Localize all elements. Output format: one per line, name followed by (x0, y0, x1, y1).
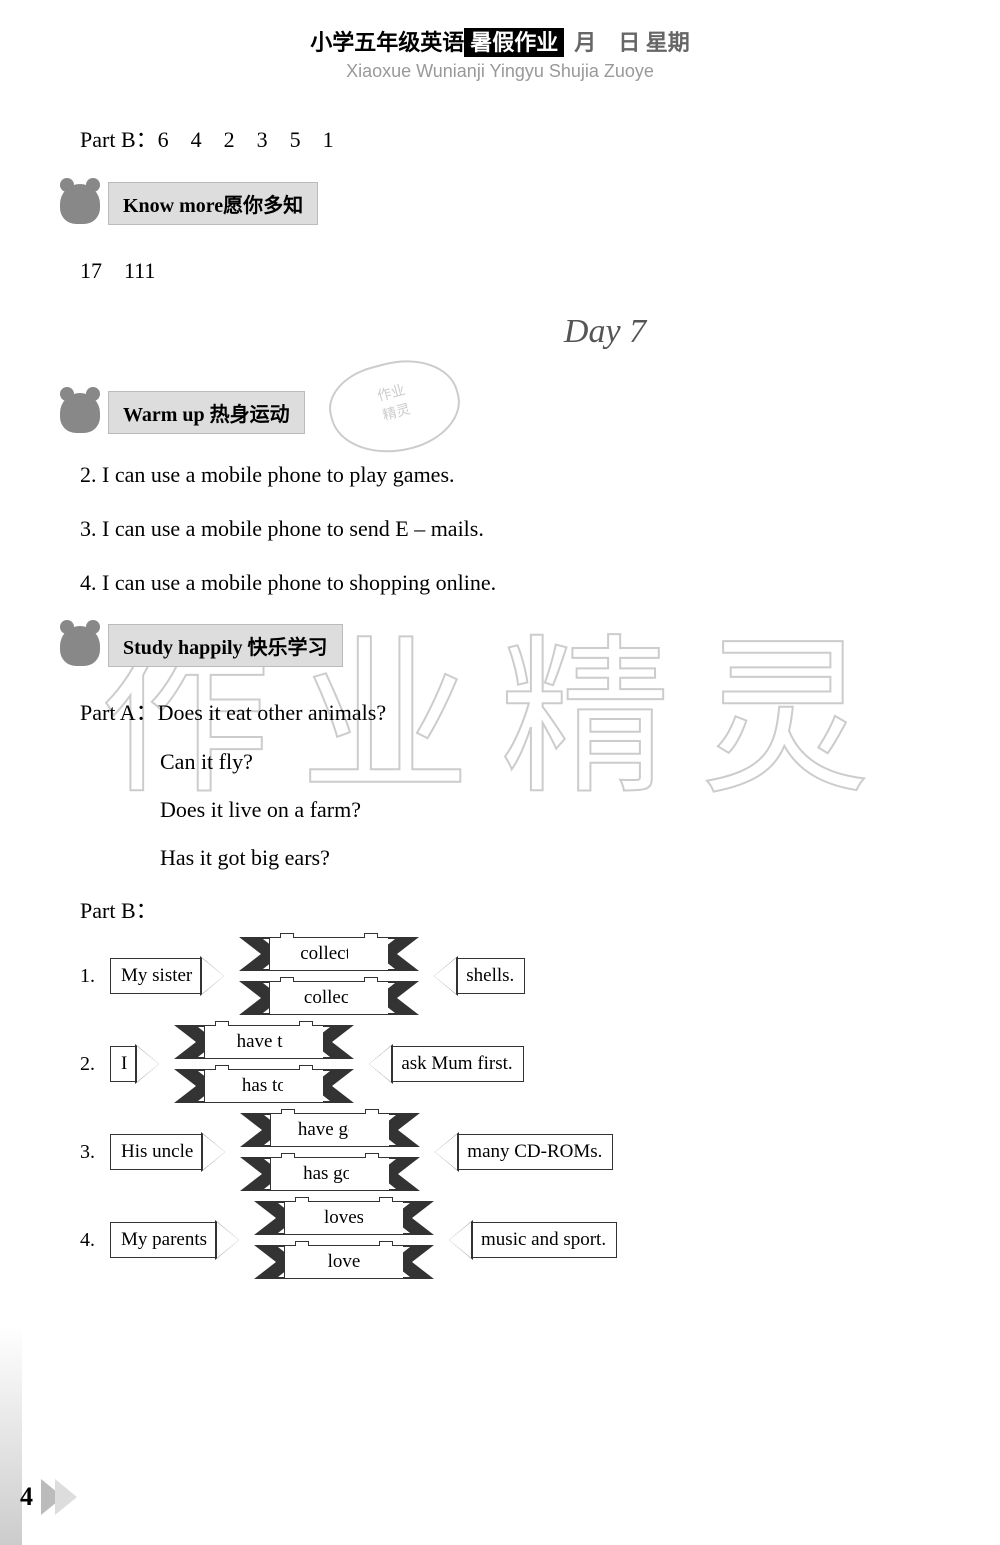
subject-arrow: My sister (110, 955, 224, 997)
banner-tail-icon (404, 1201, 434, 1235)
part-b-row: 4. My parents loves love music and sport… (60, 1199, 950, 1281)
part-a-q: Can it fly? (60, 749, 950, 775)
option-banner: have to (174, 1023, 354, 1061)
option-banner: love (254, 1243, 434, 1281)
banner-tail-icon (239, 937, 269, 971)
arrow-right-icon (203, 1134, 225, 1170)
object-text: music and sport. (471, 1222, 617, 1258)
object-arrow: many CD-ROMs. (435, 1131, 613, 1173)
option-banner: loves (254, 1199, 434, 1237)
part-b-top-answers: Part B：6 4 2 3 5 1 (60, 122, 950, 154)
part-a-q: Does it eat other animals? (158, 700, 386, 725)
object-arrow: shells. (434, 955, 525, 997)
stamp-watermark: 作业精灵 (321, 347, 470, 468)
banner-tail-icon (240, 1157, 270, 1191)
subject-arrow: His uncle (110, 1131, 225, 1173)
part-b-label: Part B： (60, 893, 950, 925)
section-label: Warm up 热身运动 (108, 391, 305, 434)
know-more-answer: 17 111 (60, 253, 950, 285)
part-b-row: 2. I have to has to ask Mum first. (60, 1023, 950, 1105)
warmup-item: 2. I can use a mobile phone to play game… (60, 462, 950, 488)
part-b-row: 3. His uncle have got has got many CD-RO… (60, 1111, 950, 1193)
banner-tail-icon (390, 1113, 420, 1147)
option-banner: collects (239, 935, 419, 973)
banner-tail-icon (390, 1157, 420, 1191)
section-know-more: Know more愿你多知 (60, 182, 950, 225)
banner-tail-icon (324, 1069, 354, 1103)
header-pinyin: Xiaoxue Wunianji Yingyu Shujia Zuoye (50, 61, 950, 82)
part-a-label: Part A： (80, 700, 158, 725)
animal-icon (60, 393, 100, 433)
banner-tail-icon (254, 1201, 284, 1235)
row-number: 4. (80, 1229, 110, 1252)
banner-tail-icon (174, 1069, 204, 1103)
row-number: 2. (80, 1053, 110, 1076)
header-date-blank: 月 日 星期 (574, 30, 690, 55)
object-text: ask Mum first. (391, 1046, 523, 1082)
subject-text: My parents (110, 1222, 217, 1258)
subject-text: His uncle (110, 1134, 203, 1170)
day-title: Day 7 (60, 313, 950, 351)
page-number: 4 (20, 1482, 33, 1512)
banner-tail-icon (254, 1245, 284, 1279)
section-study: Study happily 快乐学习 (60, 624, 950, 667)
object-arrow: music and sport. (449, 1219, 617, 1261)
banner-tail-icon (389, 981, 419, 1015)
section-label: Study happily 快乐学习 (108, 624, 343, 667)
chevron-icon (55, 1479, 77, 1515)
banner-tail-icon (239, 981, 269, 1015)
warmup-item: 3. I can use a mobile phone to send E – … (60, 516, 950, 542)
arrow-left-icon (435, 1134, 457, 1170)
arrow-left-icon (449, 1222, 471, 1258)
arrow-left-icon (434, 958, 456, 994)
banner-tail-icon (404, 1245, 434, 1279)
arrow-right-icon (137, 1046, 159, 1082)
row-number: 1. (80, 965, 110, 988)
banner-tail-icon (389, 937, 419, 971)
subject-arrow: My parents (110, 1219, 239, 1261)
decorative-left-bar (0, 1325, 22, 1545)
arrow-right-icon (202, 958, 224, 994)
option-banner: collect (239, 979, 419, 1017)
object-arrow: ask Mum first. (369, 1043, 523, 1085)
header-title-cn: 小学五年级英语 (310, 30, 464, 55)
part-a-q: Does it live on a farm? (60, 797, 950, 823)
subject-arrow: I (110, 1043, 159, 1085)
page-header: 小学五年级英语暑假作业月 日 星期 Xiaoxue Wunianji Yingy… (50, 25, 950, 82)
warmup-item: 4. I can use a mobile phone to shopping … (60, 570, 950, 596)
header-title-black: 暑假作业 (464, 28, 564, 57)
banner-tail-icon (324, 1025, 354, 1059)
banner-tail-icon (240, 1113, 270, 1147)
part-b-row: 1. My sister collects collect shells. (60, 935, 950, 1017)
option-banner: has got (240, 1155, 420, 1193)
section-warmup: Warm up 热身运动 (60, 391, 950, 434)
section-label: Know more愿你多知 (108, 182, 318, 225)
mouse-icon (60, 184, 100, 224)
part-a-q: Has it got big ears? (60, 845, 950, 871)
subject-text: My sister (110, 958, 202, 994)
subject-text: I (110, 1046, 137, 1082)
row-number: 3. (80, 1141, 110, 1164)
page-footer: 4 (20, 1479, 69, 1515)
part-a-line: Part A：Does it eat other animals? (60, 695, 950, 727)
banner-tail-icon (174, 1025, 204, 1059)
object-text: many CD-ROMs. (457, 1134, 613, 1170)
arrow-right-icon (217, 1222, 239, 1258)
animal-icon (60, 626, 100, 666)
option-banner: have got (240, 1111, 420, 1149)
object-text: shells. (456, 958, 525, 994)
option-banner: has to (174, 1067, 354, 1105)
arrow-left-icon (369, 1046, 391, 1082)
